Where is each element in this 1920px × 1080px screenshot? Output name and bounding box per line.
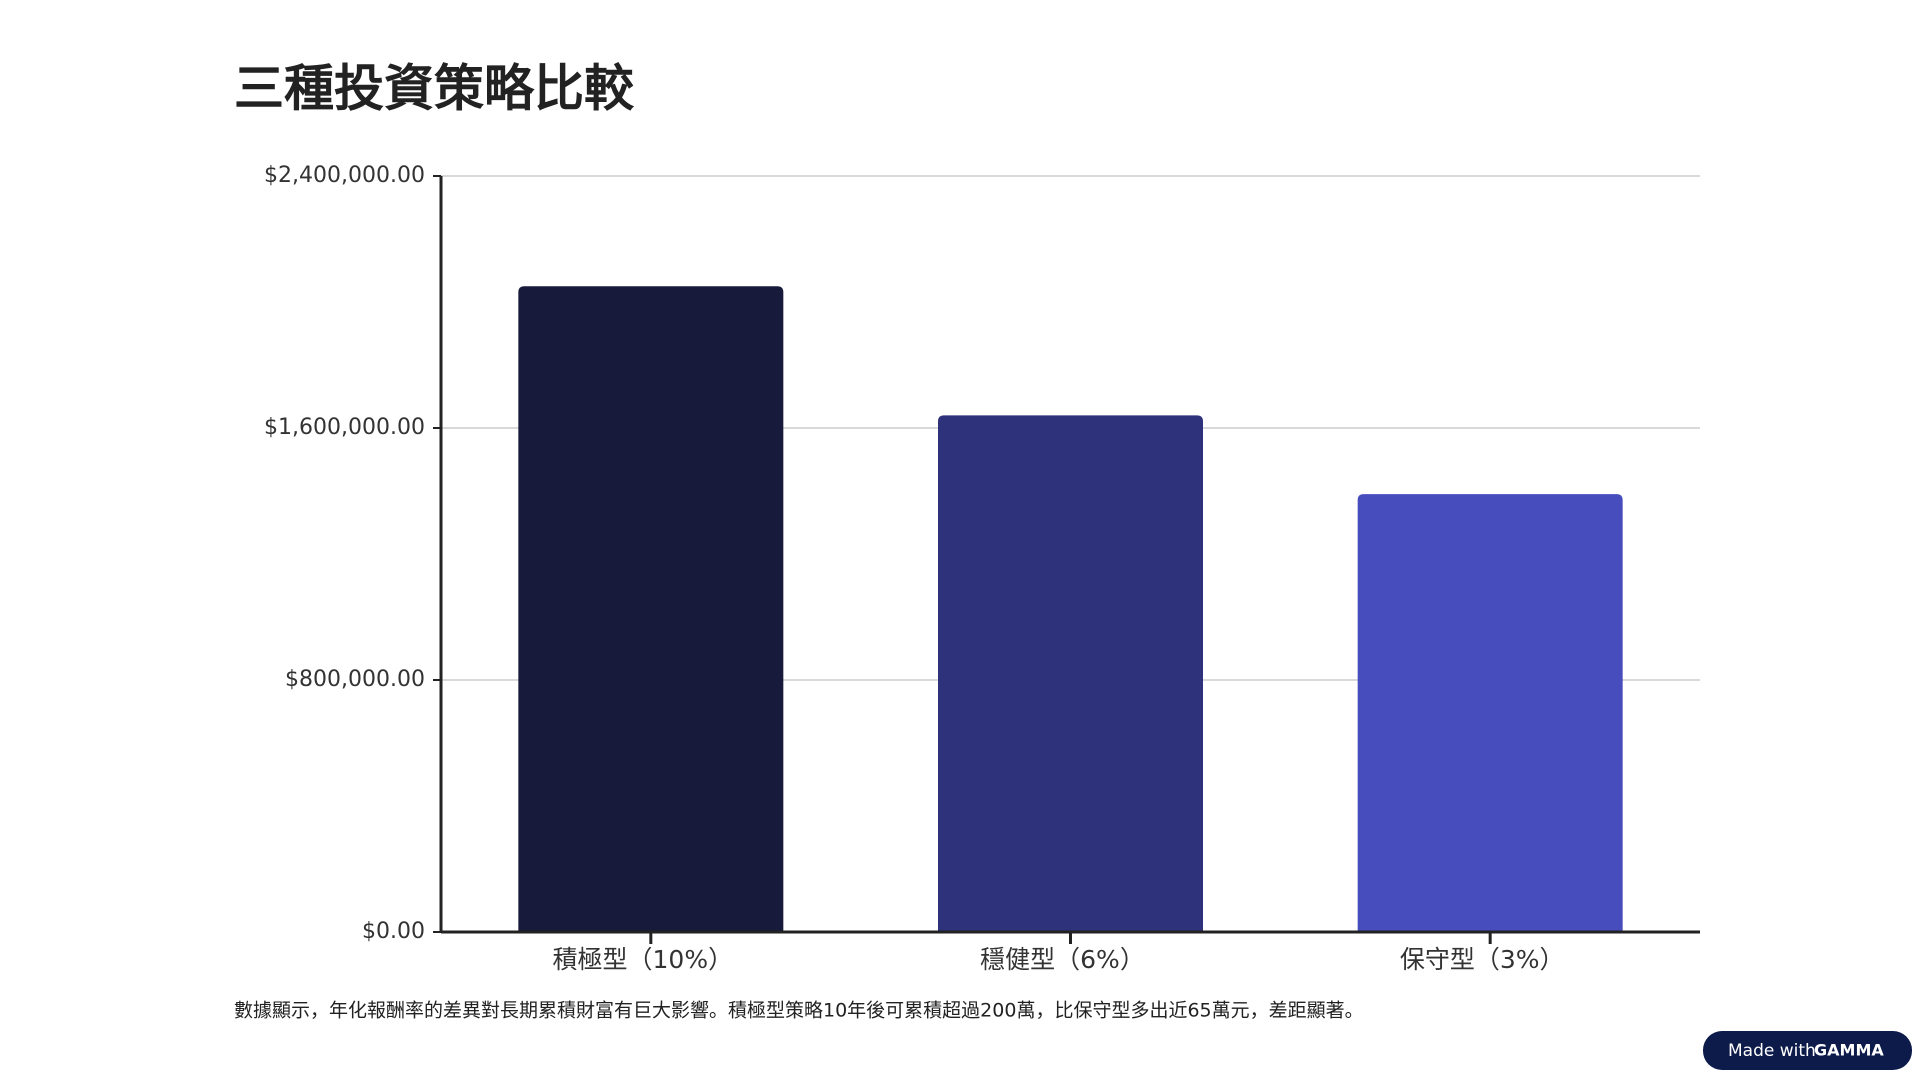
bar — [1357, 494, 1623, 932]
x-tick-label: 保守型（3%） — [1400, 945, 1565, 974]
bar — [938, 415, 1203, 932]
chart-title: 三種投資策略比較 — [234, 60, 635, 118]
badge[interactable]: Made with GAMMA — [1703, 1031, 1912, 1070]
y-tick-label: $1,600,000.00 — [264, 415, 425, 440]
y-tick-label: $2,400,000.00 — [264, 163, 425, 188]
caption: 數據顯示，年化報酬率的差異對長期累積財富有巨大影響。積極型策略10年後可累積超過… — [234, 1000, 1364, 1022]
x-tick-label: 積極型（10%） — [553, 945, 734, 974]
bar — [518, 286, 784, 932]
x-tick-label: 穩健型（6%） — [980, 945, 1145, 974]
badge-prefix: Made with — [1728, 1041, 1816, 1061]
y-tick-label: $0.00 — [362, 919, 425, 944]
badge-background — [1703, 1031, 1912, 1070]
y-tick-label: $800,000.00 — [285, 667, 425, 692]
badge-brand: GAMMA — [1814, 1041, 1884, 1060]
